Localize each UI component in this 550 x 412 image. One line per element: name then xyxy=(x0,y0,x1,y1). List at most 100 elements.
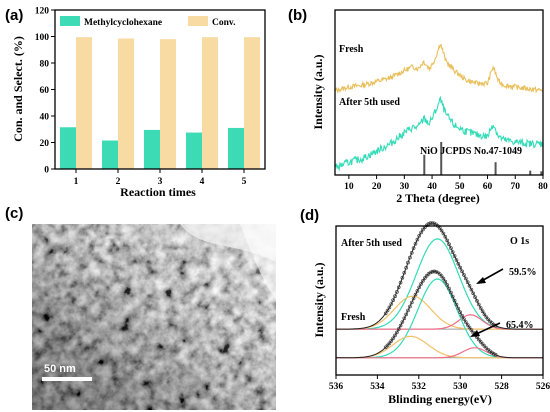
xps-data-point-used xyxy=(421,227,425,232)
bar-conv-4 xyxy=(202,37,218,169)
xps-data-point-used xyxy=(463,276,468,281)
panel-c: (c) 50 nm xyxy=(5,205,276,410)
xps-data-point-used xyxy=(441,231,446,236)
xps-data-point-used xyxy=(413,241,418,246)
xps-data-point-fresh xyxy=(422,276,427,280)
xps-data-point-fresh xyxy=(450,294,455,299)
xps-data-point-used xyxy=(419,230,423,235)
xps-data-point-used xyxy=(396,285,401,290)
xrd-fresh-label: Fresh xyxy=(339,44,364,55)
bar-methyl-5 xyxy=(228,127,244,169)
xps-data-point-used xyxy=(460,269,464,274)
xps-peak-fresh-low xyxy=(336,335,543,359)
xps-data-point-used xyxy=(450,250,455,254)
b-xtick-label: 50 xyxy=(455,182,465,192)
xps-data-point-used xyxy=(409,251,414,255)
panel-a-legend: Methylcyclohexane Conv. xyxy=(60,16,236,28)
bar-conv-1 xyxy=(76,37,92,169)
xps-data-point-fresh xyxy=(398,323,403,328)
xps-fit-used xyxy=(336,222,543,330)
xps-data-point-fresh xyxy=(467,325,472,330)
xps-data-point-fresh xyxy=(406,308,410,313)
xrd-used-label: After 5th used xyxy=(339,97,400,108)
xps-data-point-fresh xyxy=(404,312,409,317)
panel-d: (d) 536 534 532 530 528 526 After 5th used O … xyxy=(300,207,550,406)
xps-data-point-fresh xyxy=(452,298,457,303)
a-ytick-label: 20 xyxy=(40,139,50,149)
tem-scale-line xyxy=(42,377,92,381)
panel-a-xlabel: Reaction times xyxy=(120,185,196,199)
bar-conv-2 xyxy=(118,38,134,169)
xps-data-point-used xyxy=(482,312,487,317)
panel-d-letter: (d) xyxy=(300,207,319,224)
xps-data-point-fresh xyxy=(491,351,496,356)
xps-fresh-arrow xyxy=(470,322,501,337)
xps-data-point-fresh xyxy=(469,328,474,332)
xps-data-point-used xyxy=(385,308,390,313)
a-xtick-label: 3 xyxy=(158,177,163,187)
tem-image xyxy=(32,224,276,410)
xps-data-point-used xyxy=(411,246,416,250)
xps-data-point-used xyxy=(391,298,395,303)
xps-data-point-fresh xyxy=(462,317,466,321)
xps-data-point-fresh xyxy=(458,310,463,315)
xps-data-point-fresh xyxy=(387,341,392,346)
xps-data-point-fresh xyxy=(389,339,394,343)
xrd-ref-label: NiO JCPDS No.47-1049 xyxy=(420,146,522,157)
xps-data-point-fresh xyxy=(413,292,418,297)
xps-fit-fresh xyxy=(336,270,543,359)
xps-data-point-fresh xyxy=(393,333,397,338)
bar-conv-5 xyxy=(244,37,260,169)
d-xtick-label: 532 xyxy=(412,382,427,392)
xps-data-point-fresh xyxy=(447,286,451,291)
xps-data-point-used xyxy=(467,283,472,288)
a-xtick-label: 5 xyxy=(242,177,247,187)
xps-data-point-used xyxy=(475,298,479,303)
xps-data-point-fresh xyxy=(409,300,414,305)
b-xtick-label: 40 xyxy=(427,182,437,192)
xps-data-point-used xyxy=(430,221,435,225)
xps-data-point-used xyxy=(439,228,444,233)
xps-data-point-fresh xyxy=(478,339,483,344)
xps-data-point-fresh xyxy=(411,296,416,301)
xps-data-point-fresh xyxy=(395,330,399,335)
xps-data-point-used xyxy=(428,221,433,225)
d-xtick-label: 534 xyxy=(370,382,385,392)
xps-title: O 1s xyxy=(510,236,529,247)
xps-data-point-used xyxy=(383,311,388,316)
xps-data-point-fresh xyxy=(493,352,498,357)
xps-fresh-label: Fresh xyxy=(341,312,366,323)
a-ytick-label: 120 xyxy=(35,7,50,17)
xps-data-point-fresh xyxy=(443,279,448,284)
xps-data-point-fresh xyxy=(454,302,459,307)
xps-used-pct: 59.5% xyxy=(509,267,537,278)
a-ytick-label: 80 xyxy=(40,60,50,70)
xps-data-point-fresh xyxy=(449,290,453,295)
legend-conv-swatch xyxy=(188,16,208,26)
xps-data-point-used xyxy=(458,265,463,270)
d-xtick-label: 530 xyxy=(453,382,468,392)
xps-data-point-used xyxy=(395,290,399,294)
xps-data-point-fresh xyxy=(445,283,450,287)
xps-data-point-fresh xyxy=(402,316,407,321)
xps-data-point-fresh xyxy=(476,337,481,342)
tem-scale-label: 50 nm xyxy=(44,363,76,375)
xps-data-point-fresh xyxy=(460,313,464,318)
xps-data-point-fresh xyxy=(419,282,423,286)
xps-data-point-used xyxy=(486,317,490,322)
xps-data-point-fresh xyxy=(391,336,395,341)
a-ytick-label: 40 xyxy=(40,113,50,123)
xps-data-point-fresh xyxy=(437,272,442,276)
xps-data-point-fresh xyxy=(456,306,461,311)
xrd-curve-fresh xyxy=(334,43,544,95)
xps-data-point-used xyxy=(404,265,409,270)
xps-data-point-used xyxy=(443,235,448,239)
bar-methyl-4 xyxy=(186,132,202,169)
a-ytick-label: 0 xyxy=(44,166,49,176)
panel-a-ylabel: Con. and Select. (%) xyxy=(11,36,25,142)
a-ytick-label: 60 xyxy=(40,86,50,96)
xps-data-point-used xyxy=(473,295,477,299)
xps-data-point-used xyxy=(393,294,397,299)
